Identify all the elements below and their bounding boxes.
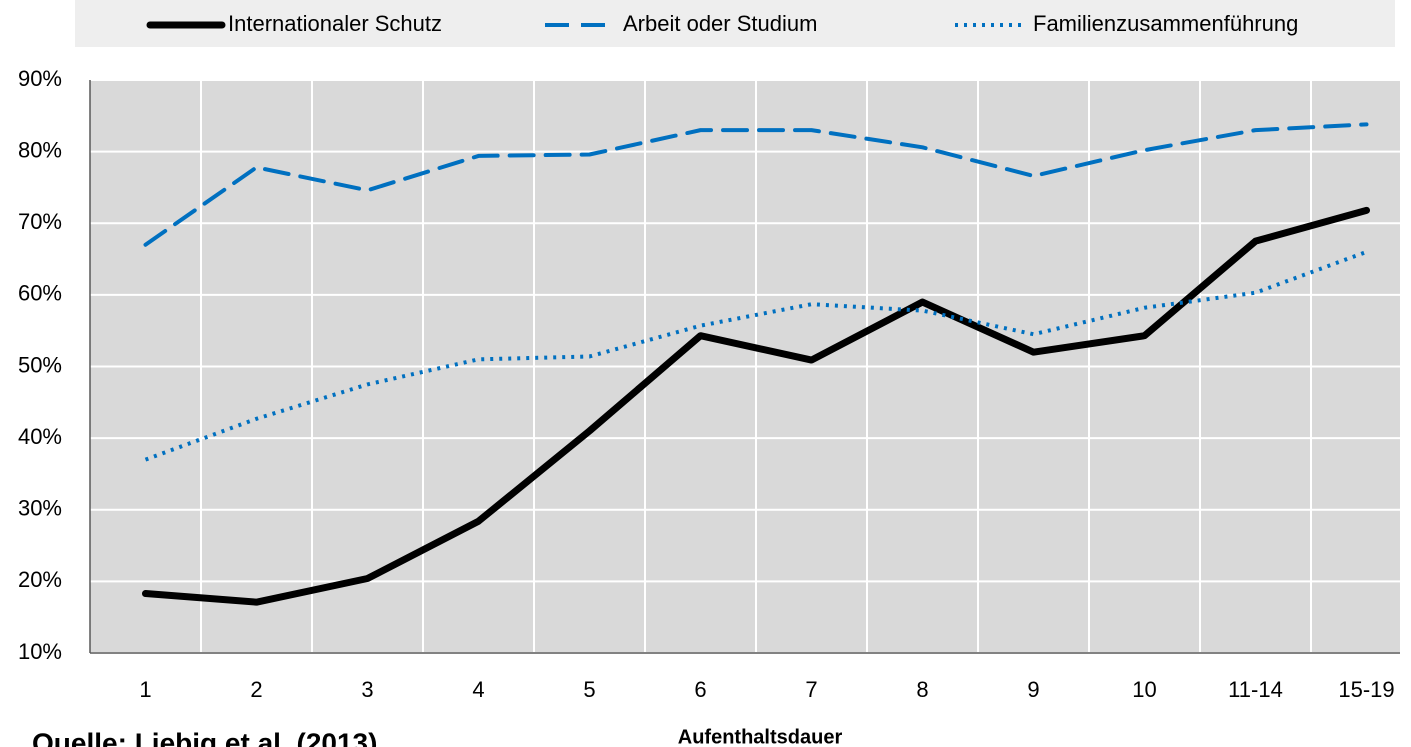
legend-label: Familienzusammenführung [1033, 11, 1298, 36]
x-tick-label: 10 [1132, 677, 1156, 702]
legend-label: Arbeit oder Studium [623, 11, 817, 36]
series-line [143, 122, 1369, 247]
y-tick-label: 10% [18, 639, 62, 664]
series-line [144, 250, 1368, 462]
y-tick-label: 90% [18, 66, 62, 91]
x-tick-label: 15-19 [1338, 677, 1394, 702]
y-tick-label: 40% [18, 424, 62, 449]
legend-label: Internationaler Schutz [228, 11, 442, 36]
y-tick-label: 70% [18, 209, 62, 234]
y-tick-label: 50% [18, 352, 62, 377]
x-tick-label: 4 [472, 677, 484, 702]
x-tick-label: 3 [361, 677, 373, 702]
x-tick-label: 8 [916, 677, 928, 702]
x-tick-label: 2 [250, 677, 262, 702]
series-line [142, 206, 1370, 606]
y-tick-label: 60% [18, 281, 62, 306]
x-tick-label: 6 [694, 677, 706, 702]
legend-background [75, 0, 1395, 47]
x-tick-label: 11-14 [1228, 677, 1283, 702]
x-tick-label: 9 [1027, 677, 1039, 702]
y-tick-label: 30% [18, 496, 62, 521]
y-tick-label: 20% [18, 567, 62, 592]
x-axis-label: Aufenthaltsdauer [678, 726, 843, 747]
x-tick-label: 1 [139, 677, 151, 702]
y-tick-label: 80% [18, 137, 62, 162]
source-note: Quelle: Liebig et al. (2013) [32, 727, 377, 747]
x-tick-label: 7 [805, 677, 817, 702]
x-tick-label: 5 [583, 677, 595, 702]
